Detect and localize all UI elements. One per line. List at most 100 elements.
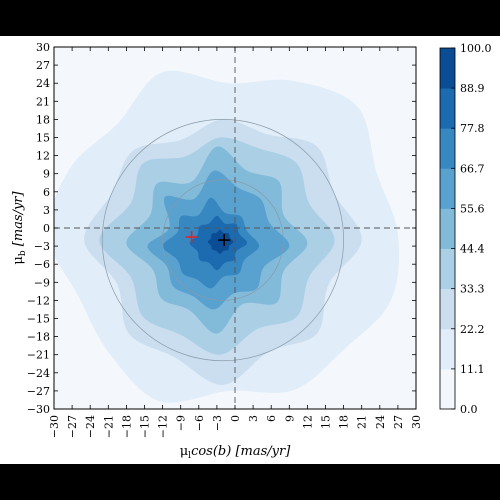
reference-circle-2 xyxy=(101,119,344,362)
colorbar-frame xyxy=(439,47,456,410)
y-tick: 27 xyxy=(36,59,416,72)
y-tick-label: −9 xyxy=(34,276,50,289)
y-tick: 6 xyxy=(43,186,416,199)
colorbar-segment xyxy=(440,328,455,370)
y-tick-label: 21 xyxy=(36,95,50,108)
x-tick-label: 6 xyxy=(265,415,278,422)
x-tick: −12 xyxy=(157,47,170,438)
x-tick-label: −3 xyxy=(211,415,224,431)
x-tick: 30 xyxy=(410,47,423,429)
x-tick: 27 xyxy=(392,47,405,429)
x-tick: −27 xyxy=(66,47,79,438)
x-tick-label: 18 xyxy=(338,415,351,429)
y-tick: 9 xyxy=(43,168,416,181)
y-tick: −3 xyxy=(34,240,416,253)
y-tick-label: −21 xyxy=(27,349,50,362)
colorbar-tick-label: 77.8 xyxy=(460,122,485,135)
y-tick: 0 xyxy=(43,222,416,235)
y-tick: 12 xyxy=(36,150,416,163)
reference-lines xyxy=(54,47,416,409)
x-tick: 15 xyxy=(320,47,333,429)
y-tick: −21 xyxy=(27,349,416,362)
x-tick: 9 xyxy=(283,47,296,422)
x-tick: −18 xyxy=(120,47,133,438)
y-tick-label: −6 xyxy=(34,258,50,271)
x-tick: 0 xyxy=(229,47,242,422)
x-tick-label: −9 xyxy=(175,415,188,431)
y-tick-label: 30 xyxy=(36,41,50,54)
y-tick-label: 24 xyxy=(36,77,50,90)
x-tick: 12 xyxy=(301,47,314,429)
y-tick: −30 xyxy=(27,403,416,416)
x-tick: −3 xyxy=(211,47,224,431)
x-tick: −9 xyxy=(175,47,188,431)
x-tick-label: −15 xyxy=(139,415,152,438)
colorbar-tick-label: 88.9 xyxy=(460,82,485,95)
colorbar-segment xyxy=(440,48,455,89)
colorbar-segment xyxy=(440,88,455,129)
x-tick: 21 xyxy=(356,47,369,429)
x-tick-label: 3 xyxy=(247,415,260,422)
colorbar-tick-label: 33.3 xyxy=(460,283,485,296)
x-tick: 24 xyxy=(374,47,387,429)
y-axis-ticks: −30−27−24−21−18−15−12−9−6−30369121518212… xyxy=(27,41,416,416)
x-axis-label: μlcos(b) [mas/yr] xyxy=(180,444,291,461)
colorbar-tick-label: 55.6 xyxy=(460,202,485,215)
colorbar-segment xyxy=(440,128,455,169)
y-tick-label: 9 xyxy=(43,168,50,181)
y-tick: 24 xyxy=(36,77,416,90)
x-tick-label: 30 xyxy=(410,415,423,429)
reference-circle-1 xyxy=(162,179,284,301)
x-tick-label: −30 xyxy=(48,415,61,438)
x-tick: −30 xyxy=(48,47,61,438)
x-tick-label: −21 xyxy=(102,415,115,438)
colorbar-tick-label: 44.4 xyxy=(460,243,485,256)
y-tick: 18 xyxy=(36,113,416,126)
colorbar-segment xyxy=(440,288,455,330)
contour-fills xyxy=(54,70,400,403)
x-tick-label: 9 xyxy=(283,415,296,422)
y-tick-label: −18 xyxy=(27,331,50,344)
y-tick: −18 xyxy=(27,331,416,344)
colorbar-segment xyxy=(440,368,455,410)
x-tick-label: −27 xyxy=(66,415,79,438)
y-tick: −9 xyxy=(34,276,416,289)
x-tick-label: 15 xyxy=(320,415,333,429)
y-tick: 30 xyxy=(36,41,416,54)
colorbar-tick-label: 100.0 xyxy=(460,42,492,55)
x-tick-label: 24 xyxy=(374,415,387,429)
y-tick: −12 xyxy=(27,294,416,307)
y-tick: 21 xyxy=(36,95,416,108)
y-tick-label: −15 xyxy=(27,313,50,326)
x-tick: −24 xyxy=(84,47,97,438)
x-tick-label: −12 xyxy=(157,415,170,438)
y-tick: 3 xyxy=(43,204,416,217)
y-tick-label: −12 xyxy=(27,294,50,307)
x-tick-label: −24 xyxy=(84,415,97,438)
x-tick-label: 12 xyxy=(301,415,314,429)
reference-circles xyxy=(101,119,344,362)
y-tick-label: −27 xyxy=(27,385,50,398)
y-tick-label: 3 xyxy=(43,204,50,217)
colorbar-segment xyxy=(440,248,455,290)
y-tick-label: −24 xyxy=(27,367,50,380)
y-tick: −15 xyxy=(27,313,416,326)
x-tick: 18 xyxy=(338,47,351,429)
y-tick-label: 18 xyxy=(36,113,50,126)
y-tick: −27 xyxy=(27,385,416,398)
contour-level-88.9 xyxy=(207,229,234,254)
markers xyxy=(185,231,231,247)
colorbar-segment xyxy=(440,208,455,249)
x-tick: −15 xyxy=(139,47,152,438)
y-tick: −24 xyxy=(27,367,416,380)
x-tick: −21 xyxy=(102,47,115,438)
y-tick-label: 6 xyxy=(43,186,50,199)
marker-cross-2 xyxy=(218,234,231,247)
x-axis-ticks: −30 −27 −24 −21 −18 −15 −12 −9 −6 −3 0 3 6 9 12 15 18 21 2… xyxy=(48,47,423,438)
x-tick-label: −18 xyxy=(120,415,133,438)
y-tick-label: 27 xyxy=(36,59,50,72)
x-tick-label: 27 xyxy=(392,415,405,429)
x-tick-label: 21 xyxy=(356,415,369,429)
x-tick: 6 xyxy=(265,47,278,422)
marker-cross-1 xyxy=(185,231,198,244)
